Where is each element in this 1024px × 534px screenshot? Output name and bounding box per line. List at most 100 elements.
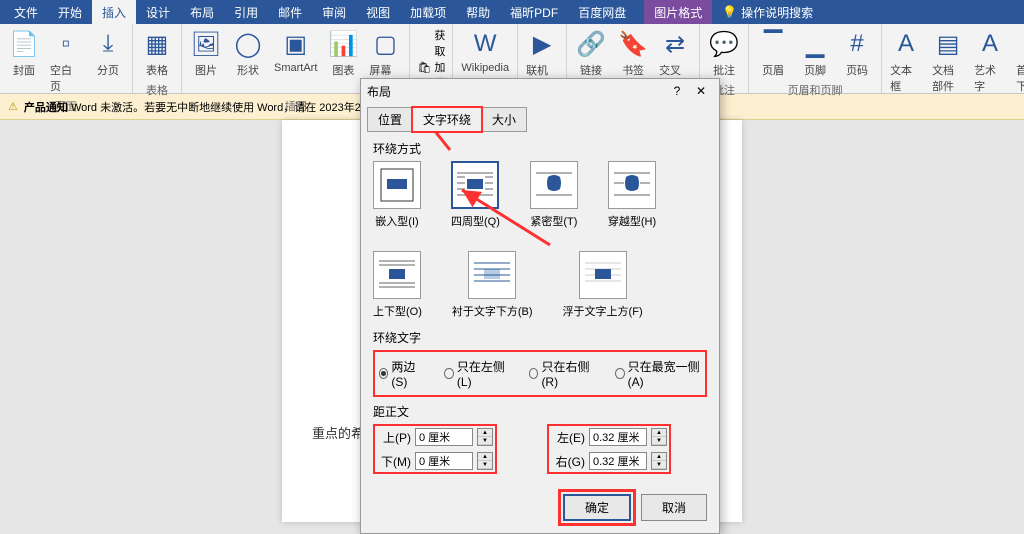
menu-design[interactable]: 设计 xyxy=(136,0,180,24)
wrap-option-label: 衬于文字下方(B) xyxy=(452,303,533,319)
menu-picture-format[interactable]: 图片格式 xyxy=(644,0,712,24)
ribbon-icon: W xyxy=(469,28,501,60)
ribbon-icon: A xyxy=(890,28,922,60)
spinner[interactable]: ▲▼ xyxy=(651,428,667,446)
menu-review[interactable]: 审阅 xyxy=(312,0,356,24)
ribbon-label: 形状 xyxy=(237,62,259,78)
wrap-text-radios: 两边(S) 只在左侧(L) 只在右侧(R) 只在最宽一侧(A) xyxy=(373,350,707,397)
ribbon-group: ▔页眉▁页脚#页码页眉和页脚 xyxy=(749,24,882,93)
distance-left-input[interactable] xyxy=(589,428,647,446)
ribbon-button[interactable]: ▫空白页 xyxy=(46,26,86,96)
ribbon-icon: ⤓ xyxy=(92,28,124,60)
ribbon-button[interactable]: 📊图表 xyxy=(323,26,363,80)
radio-label: 只在最宽一侧(A) xyxy=(628,358,701,389)
radio-option[interactable]: 只在最宽一侧(A) xyxy=(615,358,701,389)
ribbon-button[interactable]: ▔页眉 xyxy=(753,26,793,80)
dialog-close-button[interactable]: ✕ xyxy=(689,84,713,98)
wrap-option[interactable]: 上下型(O) xyxy=(373,251,422,319)
distance-right-row: 右(G) ▲▼ xyxy=(551,452,667,470)
tab-text-wrapping[interactable]: 文字环绕 xyxy=(412,107,482,132)
ribbon-label: 文档部件 xyxy=(932,62,964,94)
spinner[interactable]: ▲▼ xyxy=(477,428,493,446)
cancel-button[interactable]: 取消 xyxy=(641,494,707,521)
ribbon-button[interactable]: ▁页脚 xyxy=(795,26,835,80)
tell-me-search[interactable]: 💡 操作说明搜索 xyxy=(722,4,813,21)
dialog-titlebar: 布局 ? ✕ xyxy=(361,79,719,103)
menu-references[interactable]: 引用 xyxy=(224,0,268,24)
ribbon-button[interactable]: 🔗链接 xyxy=(571,26,611,80)
ribbon-label: 艺术字 xyxy=(974,62,1006,94)
menu-mailings[interactable]: 邮件 xyxy=(268,0,312,24)
ribbon-label: 图表 xyxy=(332,62,354,78)
radio-option[interactable]: 两边(S) xyxy=(379,358,424,389)
menu-help[interactable]: 帮助 xyxy=(456,0,500,24)
menu-home[interactable]: 开始 xyxy=(48,0,92,24)
wrap-option[interactable]: 衬于文字下方(B) xyxy=(452,251,533,319)
ribbon-label: 首字下沉 xyxy=(1016,62,1024,94)
radio-label: 两边(S) xyxy=(391,358,424,389)
ribbon-button[interactable]: ▦表格 xyxy=(137,26,177,80)
menu-insert[interactable]: 插入 xyxy=(92,0,136,24)
radio-option[interactable]: 只在右侧(R) xyxy=(529,358,595,389)
ribbon-button[interactable]: 🔖 书签 xyxy=(613,26,653,80)
menu-addins[interactable]: 加载项 xyxy=(400,0,456,24)
menu-file[interactable]: 文件 xyxy=(4,0,48,24)
ribbon-icon: # xyxy=(841,28,873,60)
ribbon-group-label: 表格 xyxy=(137,80,177,100)
radio-option[interactable]: 只在左侧(L) xyxy=(444,358,509,389)
ribbon-icon: A xyxy=(974,28,1006,60)
ribbon-button[interactable]: ◯形状 xyxy=(228,26,268,80)
menu-foxit[interactable]: 福昕PDF xyxy=(500,0,568,24)
ribbon-button[interactable]: ▤文档部件 xyxy=(928,26,968,96)
wrap-thumb xyxy=(373,251,421,299)
lightbulb-icon: 💡 xyxy=(722,5,737,19)
radio-icon xyxy=(444,368,453,379)
ribbon-icon: ▁ xyxy=(799,28,831,60)
wrap-option[interactable]: 紧密型(T) xyxy=(530,161,578,229)
spinner[interactable]: ▲▼ xyxy=(477,452,493,470)
menu-baidu[interactable]: 百度网盘 xyxy=(568,0,636,24)
dialog-body: 环绕方式 嵌入型(I)四周型(Q)紧密型(T)穿越型(H)上下型(O)衬于文字下… xyxy=(361,132,719,482)
menu-view[interactable]: 视图 xyxy=(356,0,400,24)
distance-bottom-input[interactable] xyxy=(415,452,473,470)
distance-top-input[interactable] xyxy=(415,428,473,446)
distance-col-left: 上(P) ▲▼ 下(M) ▲▼ xyxy=(373,424,497,474)
ribbon-label: 书签 xyxy=(622,62,644,78)
ribbon-button[interactable]: A首字下沉 xyxy=(1012,26,1024,96)
wrap-option[interactable]: 四周型(Q) xyxy=(451,161,500,229)
distance-grid: 上(P) ▲▼ 下(M) ▲▼ 左(E) ▲▼ 右(G) xyxy=(373,424,707,474)
ribbon-button[interactable]: ⤓分页 xyxy=(88,26,128,80)
ribbon-button[interactable]: A艺术字 xyxy=(970,26,1010,96)
wrap-option-label: 穿越型(H) xyxy=(608,213,656,229)
ribbon-button[interactable]: ▣SmartArt xyxy=(270,26,321,76)
distance-right-input[interactable] xyxy=(589,452,647,470)
ribbon-button[interactable]: #页码 xyxy=(837,26,877,80)
ribbon-icon: 🔖 xyxy=(617,28,649,60)
dialog-help-button[interactable]: ? xyxy=(665,84,689,98)
ribbon-button[interactable]: 💬批注 xyxy=(704,26,744,80)
ribbon-label: SmartArt xyxy=(274,62,317,74)
ribbon-icon: ⇄ xyxy=(659,28,691,60)
ribbon-button[interactable]: WWikipedia xyxy=(457,26,513,76)
menu-layout[interactable]: 布局 xyxy=(180,0,224,24)
ok-button[interactable]: 确定 xyxy=(563,494,631,521)
wrap-option[interactable]: 浮于文字上方(F) xyxy=(563,251,643,319)
ribbon-group: ▦表格表格 xyxy=(133,24,182,93)
ribbon-icon: ▤ xyxy=(932,28,964,60)
wrap-option-label: 嵌入型(I) xyxy=(375,213,418,229)
distance-right-label: 右(G) xyxy=(551,453,585,470)
ribbon-label: 空白页 xyxy=(50,62,82,94)
wrap-option-label: 上下型(O) xyxy=(373,303,422,319)
ribbon-label: 封面 xyxy=(13,62,35,78)
ribbon-button[interactable]: 📄封面 xyxy=(4,26,44,80)
ribbon-icon: ▦ xyxy=(141,28,173,60)
distance-bottom-label: 下(M) xyxy=(377,453,411,470)
ribbon-button[interactable]: A文本框 xyxy=(886,26,926,96)
tab-size[interactable]: 大小 xyxy=(481,107,527,132)
warning-icon: ⚠ xyxy=(8,100,18,113)
wrap-option[interactable]: 嵌入型(I) xyxy=(373,161,421,229)
tab-position[interactable]: 位置 xyxy=(367,107,413,132)
ribbon-button[interactable]: 🖼图片 xyxy=(186,26,226,80)
wrap-option[interactable]: 穿越型(H) xyxy=(608,161,656,229)
spinner[interactable]: ▲▼ xyxy=(651,452,667,470)
